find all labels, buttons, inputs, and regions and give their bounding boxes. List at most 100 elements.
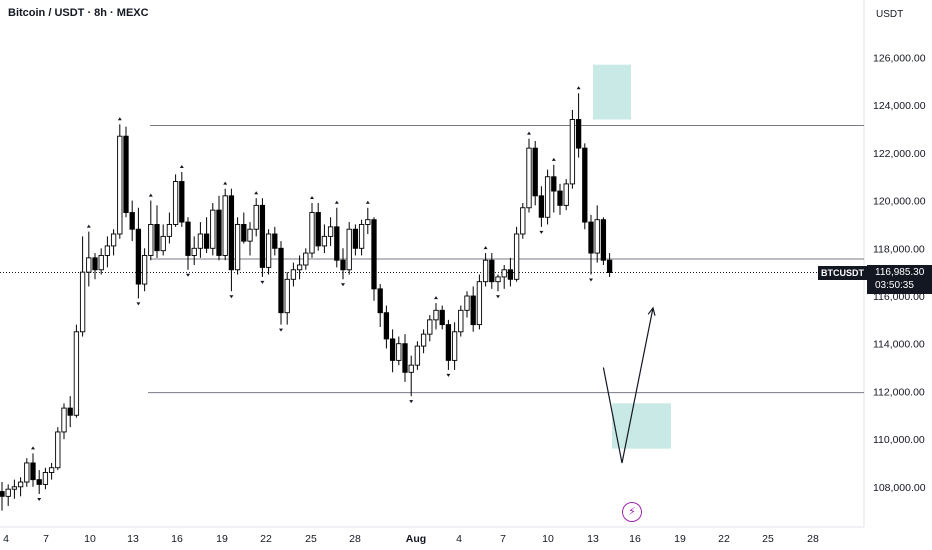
candle (352, 224, 359, 256)
candle (117, 124, 123, 239)
fractal-low-marker (589, 278, 593, 282)
x-tick-label: 16 (171, 533, 183, 545)
candle-body (123, 135, 129, 213)
candle-body (278, 247, 284, 314)
candle-body (5, 488, 11, 497)
candle-body (272, 233, 278, 249)
candle (67, 396, 73, 428)
candle-body (241, 223, 247, 242)
candle-body (520, 207, 526, 235)
candle (148, 200, 154, 261)
x-tick-label: 4 (456, 533, 462, 545)
y-tick-label: 112,000.00 (873, 386, 925, 398)
candle-body (451, 331, 458, 361)
candle (507, 257, 514, 287)
fractal-low-marker (186, 273, 190, 277)
candle (11, 479, 18, 499)
candle-body (203, 233, 210, 249)
candle-body (265, 233, 272, 268)
y-tick-label: 122,000.00 (873, 148, 926, 160)
candle (427, 315, 433, 342)
fractal-low-marker (341, 283, 345, 287)
candle-body (296, 264, 303, 271)
candle-body (327, 226, 334, 237)
candle (501, 264, 507, 289)
candle-body (148, 223, 154, 256)
candle (600, 217, 607, 265)
lightning-icon[interactable]: ⚡︎ (622, 502, 642, 522)
candle-body (0, 491, 5, 497)
candle-body (30, 462, 36, 481)
x-tick-label: 13 (587, 533, 599, 545)
candle-body (352, 228, 359, 249)
candle (340, 248, 346, 280)
candle (439, 305, 445, 330)
candle (544, 169, 551, 225)
candle (5, 484, 11, 506)
candle-body (154, 223, 160, 252)
candle-body (482, 259, 489, 283)
candle (210, 202, 216, 256)
candle-body (408, 364, 414, 373)
candle-body (458, 309, 464, 333)
candle-body (389, 338, 396, 361)
fractal-high-marker (254, 191, 259, 195)
fractal-high-marker (310, 195, 314, 199)
candle-body (396, 343, 402, 361)
candle (445, 319, 452, 370)
candle-body (383, 312, 390, 340)
candle-body (216, 209, 222, 256)
candle (222, 188, 228, 261)
candle (377, 284, 383, 328)
y-tick-label: 114,000.00 (873, 339, 925, 351)
candle (389, 329, 396, 373)
time-axis[interactable]: 4 7 10 13 16 19 22 25 28 Aug 4 7 10 13 16 19 22 25 28 (3, 533, 819, 545)
candle (24, 458, 30, 487)
candle-body (42, 472, 49, 485)
candle-body (427, 319, 433, 335)
candle-body (172, 181, 179, 225)
candle-body (582, 147, 588, 223)
candle-body (420, 333, 427, 347)
candles-layer (0, 86, 613, 511)
candle-body (179, 181, 185, 223)
candle-body (185, 221, 191, 256)
candle-body (166, 223, 173, 237)
candle-body (79, 271, 86, 333)
candle-body (17, 481, 24, 488)
candle-body (526, 147, 532, 209)
candle (538, 186, 545, 227)
x-tick-label: 10 (84, 533, 96, 545)
candle (241, 212, 247, 244)
candle-body (253, 204, 259, 230)
candle-body (234, 223, 241, 271)
candle (278, 241, 284, 325)
candle (526, 138, 532, 213)
candle-body (210, 209, 216, 249)
candle (383, 305, 390, 349)
candle (489, 253, 495, 289)
candle (234, 217, 241, 275)
candle (228, 188, 235, 292)
candle-body (73, 331, 80, 416)
zone-box (593, 64, 631, 120)
candle-body (513, 233, 520, 280)
fractal-high-marker (117, 117, 122, 121)
candle (284, 272, 290, 325)
fractal-low-marker (539, 230, 544, 234)
candle (569, 109, 576, 189)
price-axis[interactable]: 126,000.00 124,000.00 122,000.00 120,000.00… (873, 53, 926, 494)
currency-label[interactable]: USDT (876, 9, 904, 20)
candle (203, 217, 210, 254)
candle (110, 229, 117, 256)
candle (433, 303, 439, 330)
candle (309, 202, 315, 258)
candle-body (48, 467, 55, 473)
candle (303, 248, 309, 270)
candle-body (557, 190, 563, 206)
candle-body (141, 255, 148, 285)
candle-body (495, 276, 501, 283)
candle-body (445, 324, 452, 361)
candle-body (544, 176, 551, 218)
